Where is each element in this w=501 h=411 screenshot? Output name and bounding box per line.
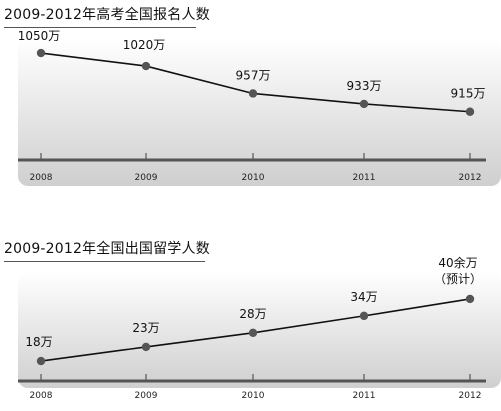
data-label: 1020万 — [123, 38, 166, 52]
data-label: 957万 — [236, 68, 271, 82]
data-label: 18万 — [25, 335, 52, 349]
x-tick-label: 2011 — [353, 391, 376, 401]
data-point — [465, 107, 475, 116]
x-tick-label: 2009 — [135, 391, 158, 401]
x-tick-label: 2010 — [242, 173, 265, 183]
data-point — [141, 342, 151, 352]
data-label: 915万 — [451, 87, 486, 101]
x-tick-label: 2008 — [30, 173, 53, 183]
data-point — [248, 89, 258, 98]
data-point — [465, 294, 475, 304]
chart-1: 2008 2009 2010 2011 2012 1050万 1020万 957万 933万 91… — [18, 29, 501, 186]
chart-2: 2008 2009 2010 2011 2012 18万 23万 28万 34万 40余万（预计） — [18, 255, 501, 401]
data-point — [359, 311, 369, 321]
data-label: 1050万 — [18, 29, 61, 43]
x-tick-label: 2009 — [135, 173, 158, 183]
x-tick-label: 2012 — [459, 173, 482, 183]
x-tick-label: 2011 — [353, 173, 376, 183]
data-label: 28万 — [239, 307, 266, 321]
data-label: 40余万（预计） — [434, 255, 482, 286]
data-point — [248, 328, 258, 338]
data-point — [359, 99, 369, 109]
x-tick-label: 2008 — [30, 391, 53, 401]
data-label: 34万 — [350, 290, 377, 304]
x-tick-label: 2010 — [242, 391, 265, 401]
chart-1-title: 2009-2012年高考全国报名人数 — [4, 4, 210, 28]
chart-1-background — [18, 38, 501, 186]
data-point — [36, 48, 46, 58]
data-label: 23万 — [132, 321, 159, 335]
x-tick-label: 2012 — [459, 391, 482, 401]
data-point — [141, 61, 151, 71]
data-label: 933万 — [347, 79, 382, 93]
chart-2-background — [18, 272, 501, 388]
chart-2-title: 2009-2012年全国出国留学人数 — [4, 238, 210, 262]
data-point — [36, 356, 46, 366]
